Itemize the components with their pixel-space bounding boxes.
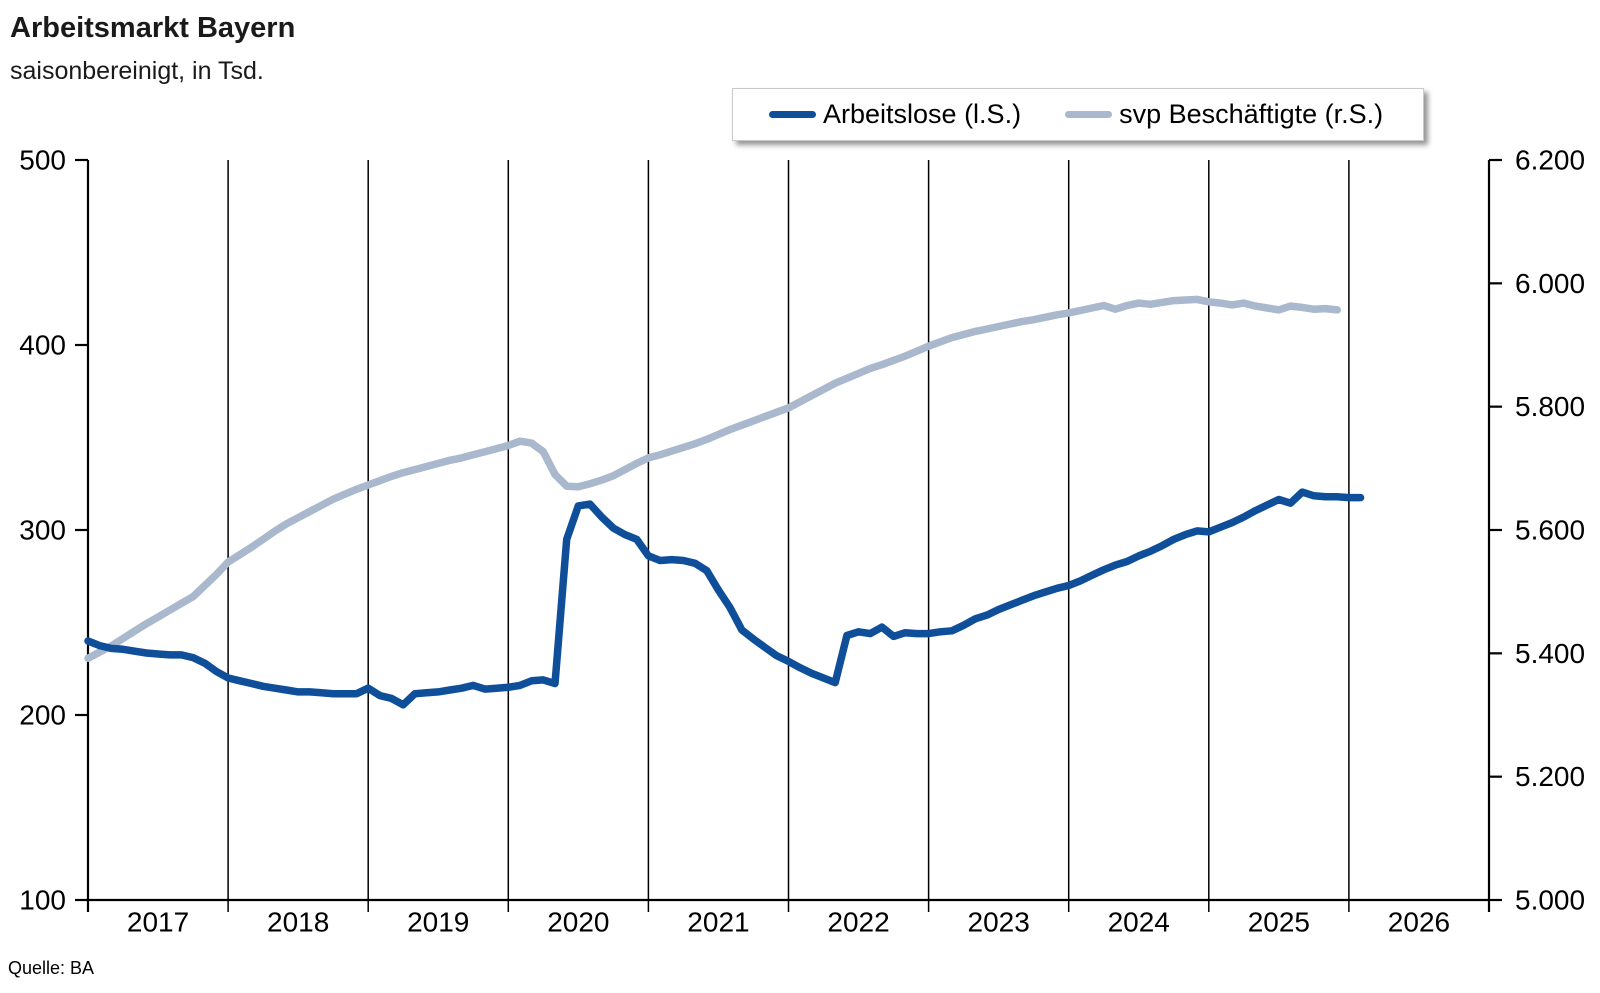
arbeitslose-line-swatch-icon — [769, 111, 816, 118]
y-axis-right-tick-label: 5.800 — [1515, 391, 1585, 422]
x-axis-year-label: 2026 — [1388, 907, 1450, 938]
y-axis-right-tick-label: 5.000 — [1515, 885, 1585, 916]
y-axis-right-tick-label: 6.000 — [1515, 268, 1585, 299]
x-axis-year-label: 2019 — [407, 907, 469, 938]
chart-legend: Arbeitslose (l.S.) svp Beschäftigte (r.S… — [732, 88, 1424, 141]
y-axis-right-tick-label: 6.200 — [1515, 145, 1585, 176]
legend-item-beschaeftigte: svp Beschäftigte (r.S.) — [1065, 99, 1383, 130]
x-axis-year-label: 2020 — [547, 907, 609, 938]
y-axis-left-tick-label: 500 — [19, 145, 66, 176]
y-axis-right-tick-label: 5.200 — [1515, 761, 1585, 792]
x-axis-year-label: 2024 — [1108, 907, 1170, 938]
chart-subtitle: saisonbereinigt, in Tsd. — [10, 57, 264, 85]
arbeitslose-line — [84, 488, 1365, 709]
chart-title: Arbeitsmarkt Bayern — [10, 12, 296, 44]
legend-label-arbeitslose: Arbeitslose (l.S.) — [823, 99, 1022, 129]
x-axis-year-label: 2018 — [267, 907, 329, 938]
x-axis-year-label: 2022 — [827, 907, 889, 938]
source-note: Quelle: BA — [8, 958, 95, 978]
legend-label-beschaeftigte: svp Beschäftigte (r.S.) — [1119, 99, 1384, 129]
x-axis-year-label: 2021 — [687, 907, 749, 938]
legend-item-arbeitslose: Arbeitslose (l.S.) — [769, 99, 1021, 130]
x-axis-year-label: 2023 — [968, 907, 1030, 938]
y-axis-left-tick-label: 200 — [19, 700, 66, 731]
y-axis-left-tick-label: 400 — [19, 330, 66, 361]
y-axis-left-tick-label: 300 — [19, 515, 66, 546]
y-axis-right-tick-label: 5.600 — [1515, 515, 1585, 546]
y-axis-left-tick-label: 100 — [19, 885, 66, 916]
beschaeftigte-line — [84, 295, 1341, 663]
x-axis-year-label: 2025 — [1248, 907, 1310, 938]
x-axis-year-label: 2017 — [127, 907, 189, 938]
y-axis-right-tick-label: 5.400 — [1515, 638, 1585, 669]
beschaeftigte-line-swatch-icon — [1065, 111, 1113, 118]
